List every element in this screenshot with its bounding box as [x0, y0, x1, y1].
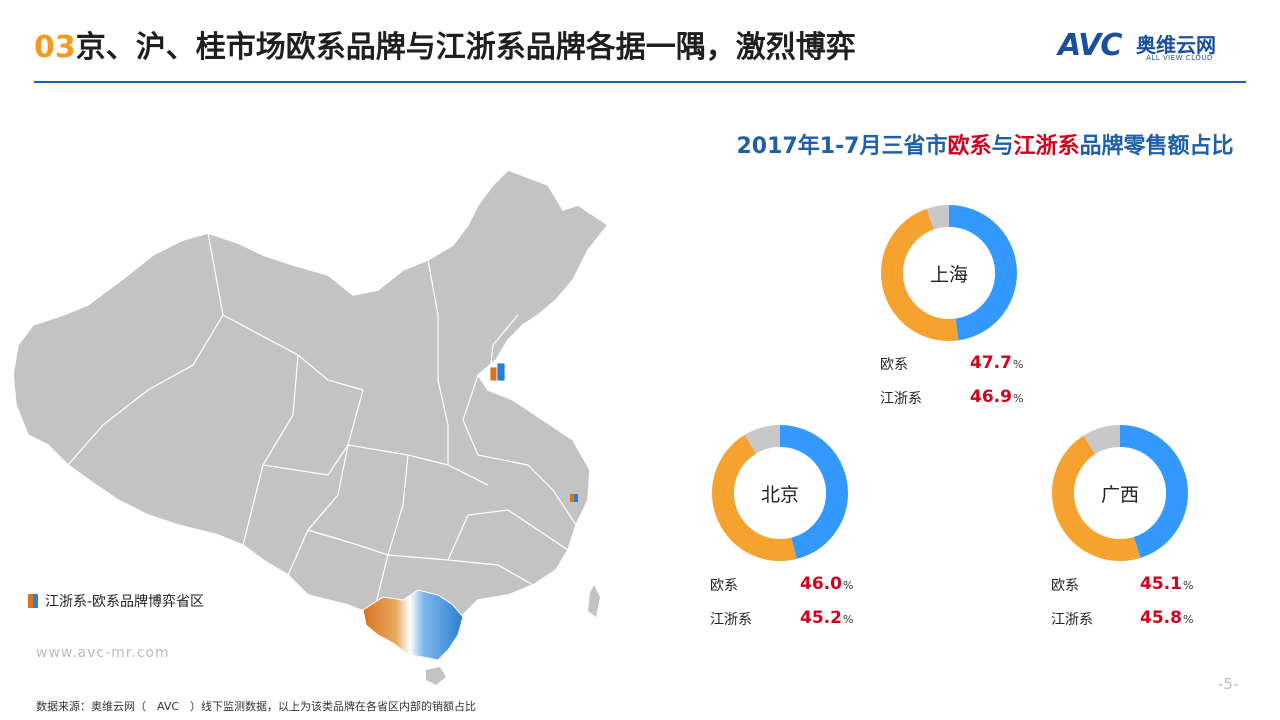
donut-beijing: 北京	[705, 418, 855, 568]
data-source-note: 数据来源：奥维云网（ AVC ）线下监测数据，以上为该类品牌在各省区内部的销额占…	[36, 700, 477, 713]
donut-guangxi-svg	[1052, 425, 1188, 561]
chart-title-ou: 欧系	[947, 134, 992, 159]
shanghai-ou-label: 欧系	[880, 357, 908, 373]
shanghai-ou-value: 47.7%	[970, 353, 1024, 373]
donut-hole	[903, 227, 995, 319]
china-map-svg	[12, 169, 610, 685]
shanghai-jz-label: 江浙系	[880, 391, 922, 407]
donut-hole	[1074, 447, 1166, 539]
guangxi-ou-value: 45.1%	[1140, 574, 1194, 594]
beijing-ou-label: 欧系	[710, 578, 738, 594]
donut-slice-other	[712, 425, 848, 561]
donut-beijing-svg	[712, 425, 848, 561]
donut-guangxi: 广西	[1045, 418, 1195, 568]
page-title: 03京、沪、桂市场欧系品牌与江浙系品牌各据一隅，激烈博弈	[34, 22, 856, 66]
chart-title-part5: 品牌零售额占比	[1079, 134, 1234, 159]
shanghai-jz-value: 46.9%	[970, 387, 1024, 407]
donut-slice-jz	[881, 205, 1017, 341]
page-number: -5-	[1218, 675, 1239, 693]
logo-en-text: ALL VIEW CLOUD	[1146, 54, 1213, 62]
chart-title: 2017年1-7月三省市欧系与江浙系品牌零售额占比	[700, 128, 1270, 160]
logo-cn-text: 奥维云网	[1136, 33, 1216, 57]
beijing-jz-label: 江浙系	[710, 612, 752, 628]
china-mainland-shape	[12, 169, 610, 631]
beijing-orange-half	[489, 366, 498, 382]
legend-swatch	[28, 594, 38, 608]
beijing-ou-value: 46.0%	[800, 574, 854, 594]
donut-label-beijing: 北京	[760, 483, 799, 506]
page-title-text: 京、沪、桂市场欧系品牌与江浙系品牌各据一隅，激烈博弈	[75, 30, 856, 65]
donut-slice-jz	[712, 425, 848, 561]
donut-label-guangxi: 广西	[1100, 483, 1139, 506]
avc-logo: AVC 奥维云网 ALL VIEW CLOUD	[1058, 28, 1248, 68]
logo-mark: AVC	[1058, 28, 1122, 63]
hainan-shape	[426, 667, 446, 685]
beijing-blue-half	[496, 362, 506, 382]
guangxi-jz-value: 45.8%	[1140, 608, 1194, 628]
chart-title-part1: 2017年1-7月三省市	[736, 134, 948, 159]
donut-shanghai-svg	[881, 205, 1017, 341]
donut-slice-other	[881, 205, 1017, 341]
guangxi-jz-label: 江浙系	[1051, 612, 1093, 628]
shanghai-orange-half	[570, 494, 574, 502]
china-map	[8, 165, 610, 685]
title-divider	[34, 81, 1246, 83]
chart-title-jz: 江浙系	[1013, 134, 1080, 159]
donut-hole	[734, 447, 826, 539]
donut-shanghai: 上海	[874, 198, 1024, 348]
beijing-jz-value: 45.2%	[800, 608, 854, 628]
donut-slice-other	[1052, 425, 1188, 561]
legend-text: 江浙系-欧系品牌博弈省区	[45, 594, 205, 610]
section-number: 03	[34, 30, 76, 65]
shanghai-blue-half	[574, 494, 578, 502]
footer-website: www.avc-mr.com	[36, 645, 170, 661]
chart-title-part3: 与	[991, 134, 1014, 159]
guangxi-region-shape	[362, 589, 464, 661]
donut-label-shanghai: 上海	[929, 263, 968, 286]
donut-slice-jz	[1052, 425, 1188, 561]
map-legend: 江浙系-欧系品牌博弈省区	[28, 591, 204, 611]
taiwan-shape	[588, 585, 600, 617]
guangxi-ou-label: 欧系	[1051, 578, 1079, 594]
